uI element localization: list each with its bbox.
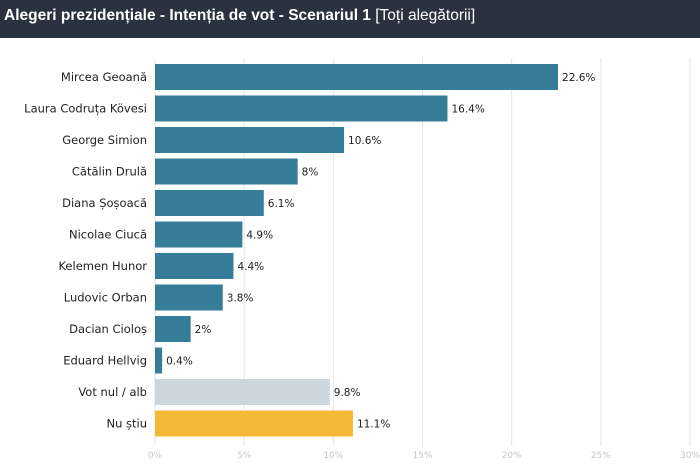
x-tick-label: 30% [680, 451, 700, 461]
value-label: 9.8% [334, 387, 361, 399]
value-label: 2% [195, 324, 212, 336]
bar [155, 316, 191, 342]
value-label: 8% [302, 167, 319, 179]
bar [155, 190, 264, 216]
bar [155, 284, 223, 311]
category-label: Laura Codruța Kövesi [24, 102, 147, 116]
bar [155, 95, 448, 122]
bar [155, 64, 559, 90]
x-tick-label: 0% [148, 451, 163, 461]
bar [155, 221, 243, 248]
chart-header: Alegeri prezidențiale - Intenția de vot … [0, 0, 700, 38]
value-label: 4.4% [237, 261, 264, 273]
category-label: Mircea Geoană [61, 70, 147, 84]
value-label: 16.4% [451, 104, 484, 116]
x-tick-label: 25% [591, 451, 611, 461]
category-label: Vot nul / alb [78, 385, 147, 399]
value-label: 6.1% [268, 198, 295, 210]
bar [155, 158, 298, 185]
x-tick-label: 10% [323, 451, 343, 461]
chart-subtitle: [Toți alegătorii] [375, 7, 476, 24]
category-label: Eduard Hellvig [63, 354, 147, 368]
bar [155, 379, 330, 405]
category-label: Ludovic Orban [64, 291, 147, 305]
bar [155, 253, 234, 279]
value-label: 22.6% [562, 72, 595, 84]
value-label: 0.4% [166, 356, 193, 368]
bar-chart: Mircea Geoană 22.6% Laura Codruța Kövesi 16… [24, 58, 700, 461]
category-label: Cătălin Drulă [72, 165, 147, 179]
category-label: Kelemen Hunor [58, 259, 147, 273]
value-label: 3.8% [227, 293, 254, 305]
bar [155, 410, 353, 437]
x-tick-label: 15% [412, 451, 432, 461]
x-tick-label: 20% [502, 451, 522, 461]
value-label: 4.9% [246, 230, 273, 242]
category-label: Diana Șoșoacă [62, 196, 147, 210]
category-label: Nu știu [106, 417, 147, 431]
category-label: Nicolae Ciucă [69, 228, 147, 242]
category-label: George Simion [62, 133, 147, 147]
bar [155, 347, 163, 374]
bar [155, 127, 345, 153]
chart-title: Alegeri prezidențiale - Intenția de vot … [4, 7, 371, 24]
value-label: 11.1% [357, 419, 390, 431]
x-tick-label: 5% [237, 451, 252, 461]
category-label: Dacian Cioloș [69, 322, 147, 336]
value-label: 10.6% [348, 135, 381, 147]
